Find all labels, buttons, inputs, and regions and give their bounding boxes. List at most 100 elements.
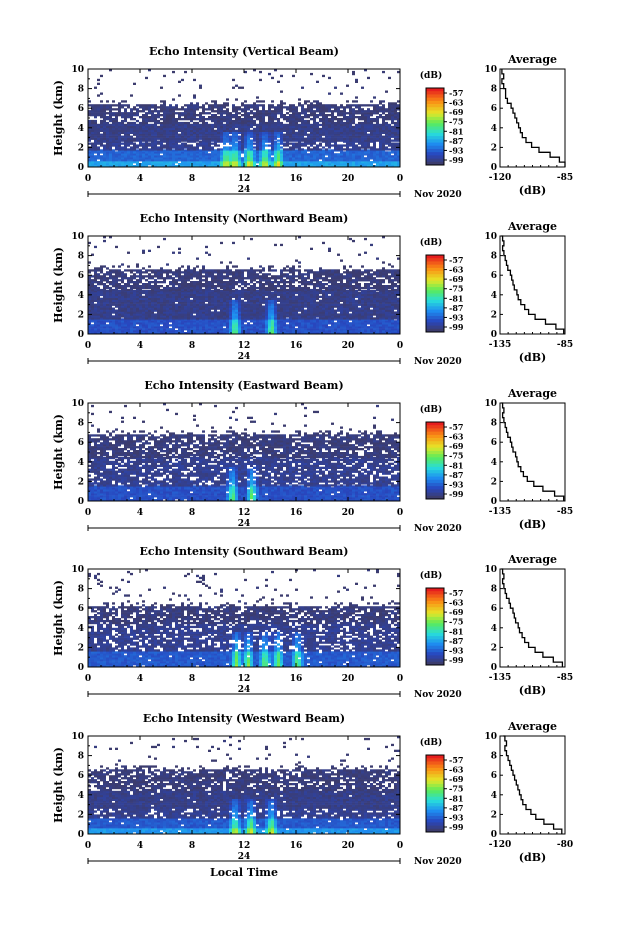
echo-cell-3 [262, 131, 265, 134]
echo-cell-3 [307, 125, 310, 129]
echo-cell-4 [172, 118, 175, 121]
echo-cell-0 [265, 332, 268, 335]
echo-cell-0 [97, 328, 100, 331]
echo-cell-2 [178, 146, 181, 149]
echo-cell-0 [283, 163, 286, 166]
echo-cell-0 [385, 320, 388, 323]
echo-cell-3 [343, 139, 346, 142]
echo-cell-1 [361, 309, 364, 312]
echo-cell-2 [391, 144, 394, 147]
echo-cell-3 [115, 125, 118, 129]
echo-cell-1 [178, 315, 181, 318]
echo-cell-1 [364, 157, 367, 160]
echo-cell-1 [361, 317, 364, 320]
echo-cell-4 [232, 121, 235, 125]
echo-cell-0 [121, 324, 124, 327]
echo-cell-3 [244, 137, 247, 140]
echo-cell-4 [181, 118, 184, 121]
echo-cell-1 [316, 159, 319, 162]
echo-cell-0 [166, 332, 169, 335]
echo-cell-4 [133, 112, 136, 115]
echo-cell-0 [202, 320, 205, 323]
echo-cell-1 [262, 301, 265, 304]
echo-cell-3 [109, 133, 112, 136]
echo-cell-3 [310, 127, 313, 131]
echo-cell-2 [337, 148, 340, 151]
echo-cell-3 [178, 139, 181, 142]
echo-cell-0 [205, 326, 208, 329]
echo-cell-4 [103, 119, 106, 123]
echo-cell-0 [232, 326, 235, 329]
echo-cell-1 [379, 157, 382, 160]
echo-cell-0 [277, 161, 280, 164]
echo-cell-3 [394, 137, 397, 140]
echo-cell-4 [139, 104, 142, 107]
echo-cell-4 [229, 114, 232, 117]
echo-cell-3 [334, 127, 337, 131]
echo-cell-3 [391, 139, 394, 142]
echo-cell-4 [184, 108, 187, 111]
echo-cell-3 [187, 129, 190, 132]
echo-cell-4 [364, 104, 367, 107]
echo-cell-4 [169, 116, 172, 119]
echo-cell-4 [166, 116, 169, 119]
echo-cell-1 [382, 157, 385, 160]
average-ytick-label: 0 [491, 163, 497, 173]
echo-cell-1 [292, 151, 295, 154]
echo-cell-3 [253, 135, 256, 138]
echo-cell-2 [91, 146, 94, 149]
echo-cell-1 [385, 155, 388, 158]
echo-cell-1 [229, 305, 232, 308]
echo-cell-3 [388, 123, 391, 127]
echo-cell-4 [325, 119, 328, 123]
echo-cell-1 [307, 317, 310, 320]
echo-cell-4 [271, 121, 274, 125]
echo-cell-5 [163, 74, 166, 78]
echo-cell-4 [199, 112, 202, 115]
echo-cell-3 [286, 125, 289, 129]
echo-cell-2 [250, 142, 253, 145]
echo-cell-0 [316, 326, 319, 329]
echo-cell-4 [154, 114, 157, 117]
echo-cell-1 [130, 303, 133, 306]
echo-cell-4 [304, 108, 307, 111]
echo-cell-3 [97, 133, 100, 136]
echo-cell-1 [268, 309, 271, 312]
echo-cell-5 [280, 74, 283, 78]
echo-cell-1 [388, 153, 391, 156]
echo-cell-4 [391, 119, 394, 123]
echo-cell-1 [169, 301, 172, 304]
echo-cell-3 [277, 133, 280, 136]
echo-cell-2 [91, 142, 94, 145]
echo-cell-3 [190, 135, 193, 138]
echo-cell-1 [265, 307, 268, 310]
echo-cell-1 [325, 153, 328, 156]
echo-cell-4 [340, 106, 343, 109]
echo-cell-3 [175, 131, 178, 134]
echo-cell-0 [154, 161, 157, 164]
echo-cell-1 [256, 153, 259, 156]
echo-cell-0 [193, 161, 196, 164]
echo-cell-5 [211, 100, 214, 103]
echo-cell-1 [337, 157, 340, 160]
echo-cell-4 [178, 114, 181, 117]
echo-cell-2 [298, 148, 301, 151]
echo-cell-1 [295, 305, 298, 308]
echo-cell-5 [259, 70, 262, 74]
echo-cell-3 [106, 127, 109, 131]
echo-cell-4 [358, 118, 361, 121]
echo-cell-1 [166, 315, 169, 318]
echo-cell-3 [241, 125, 244, 129]
echo-cell-1 [295, 149, 298, 152]
echo-cell-4 [277, 106, 280, 109]
echo-cell-0 [127, 328, 130, 331]
echo-cell-4 [202, 106, 205, 109]
echo-cell-0 [370, 328, 373, 331]
echo-cell-0 [106, 320, 109, 323]
echo-cell-0 [397, 161, 400, 164]
echo-cell-1 [259, 303, 262, 306]
echo-cell-4 [268, 110, 271, 113]
colorbar-swatch [426, 107, 444, 111]
echo-cell-1 [373, 309, 376, 312]
echo-cell-4 [112, 119, 115, 123]
